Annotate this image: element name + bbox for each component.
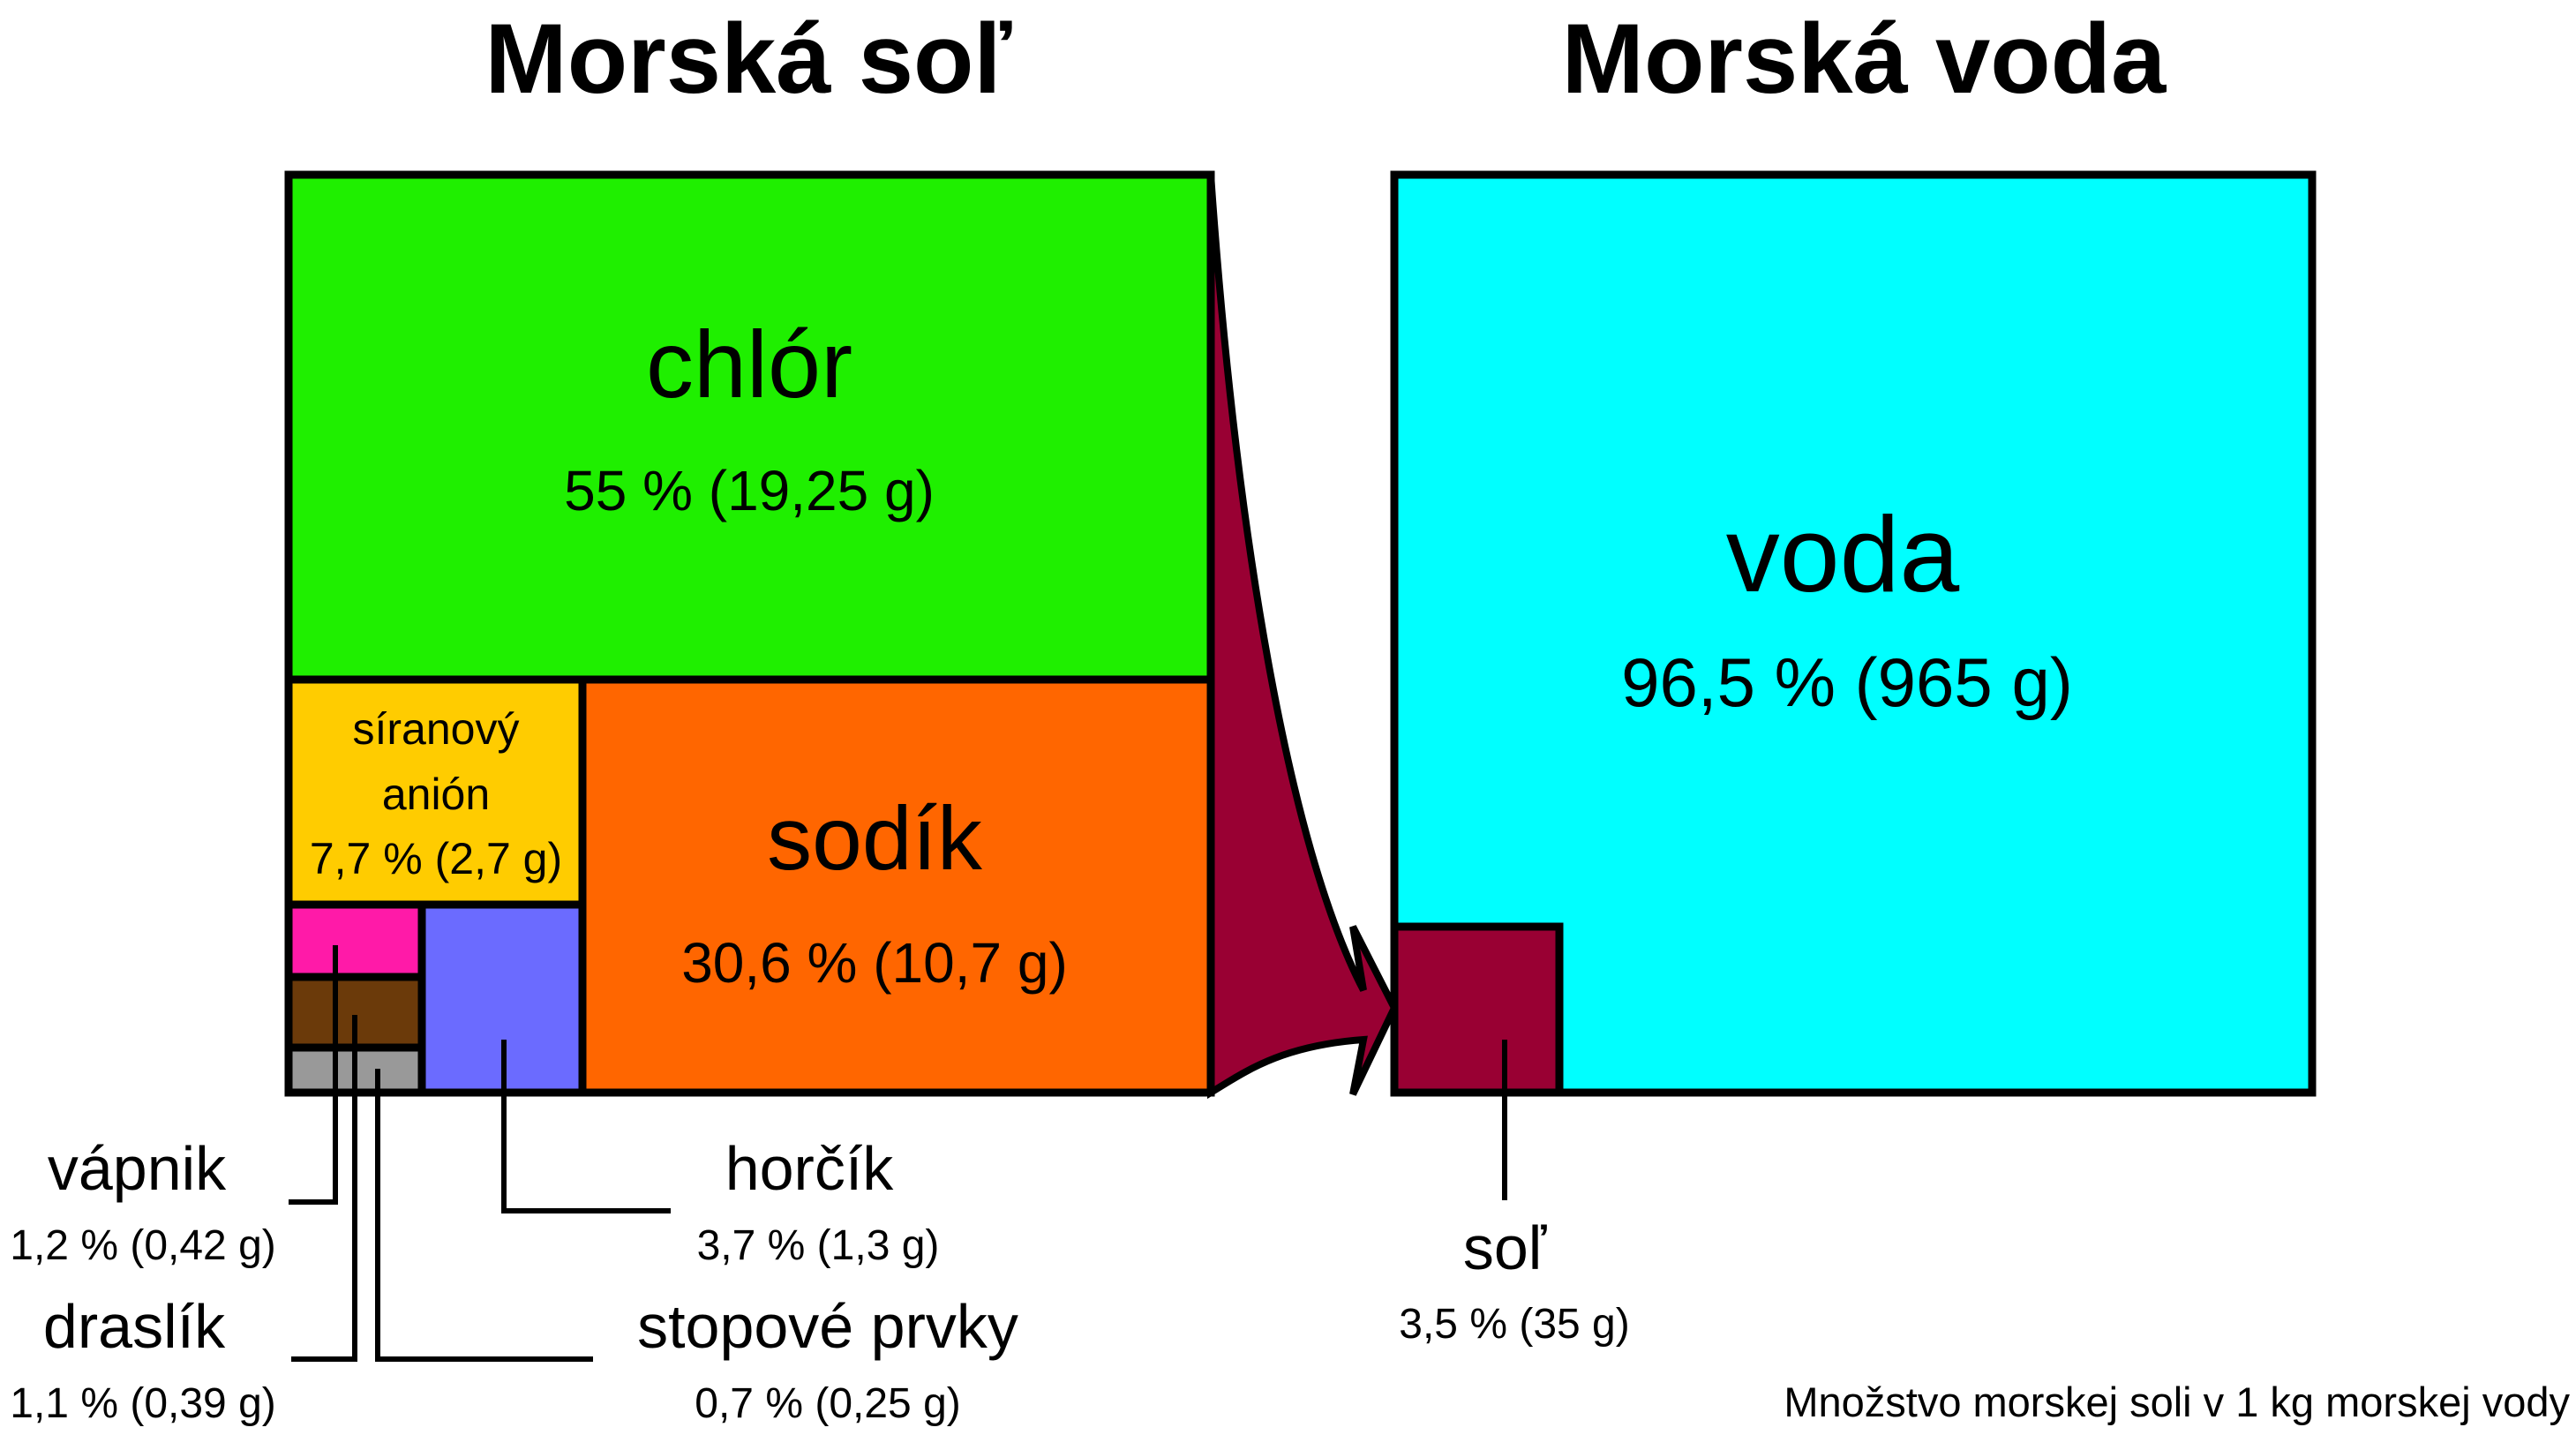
label-chlor-value: 55 % (19,25 g)	[564, 459, 935, 522]
label-siran-name-line1: síranový	[353, 704, 520, 754]
sea-water-square	[1390, 170, 2317, 1097]
tile-siran	[284, 675, 587, 909]
tile-sol	[1390, 922, 1564, 1097]
label-draslik-value: 1,1 % (0,39 g)	[10, 1380, 276, 1427]
label-chlor-name: chlór	[646, 311, 852, 417]
title-sea-water: Morská voda	[1562, 4, 2167, 114]
label-sodik-value: 30,6 % (10,7 g)	[681, 931, 1068, 995]
label-draslik-name: draslík	[43, 1292, 226, 1361]
leader-line-vapnik	[289, 945, 338, 1205]
leader-lines	[289, 945, 1507, 1362]
tile-vapnik	[284, 900, 426, 981]
label-sol-name: soľ	[1463, 1213, 1548, 1282]
label-vapnik-name: vápnik	[48, 1134, 227, 1203]
label-sodik-name: sodík	[767, 788, 983, 889]
caption: Množstvo morskej soli v 1 kg morskej vod…	[1784, 1379, 2570, 1425]
leader-line-draslik	[291, 1015, 357, 1362]
label-siran-value: 7,7 % (2,7 g)	[310, 834, 562, 883]
leader-line-horcik	[501, 1040, 671, 1213]
label-horcik-value: 3,7 % (1,3 g)	[697, 1222, 940, 1269]
label-horcik-name: horčík	[725, 1134, 895, 1203]
label-voda-name: voda	[1726, 494, 1960, 614]
title-sea-salt: Morská soľ	[484, 4, 1012, 114]
label-stopove-name: stopové prvky	[637, 1292, 1018, 1361]
label-siran-name-line2: anión	[382, 770, 490, 819]
label-stopove-value: 0,7 % (0,25 g)	[695, 1380, 961, 1427]
label-vapnik-value: 1,2 % (0,42 g)	[10, 1222, 276, 1269]
label-sol-value: 3,5 % (35 g)	[1399, 1301, 1629, 1348]
tile-chlor	[284, 170, 1215, 684]
tile-sodik	[578, 675, 1215, 1097]
leader-line-stopove	[375, 1069, 593, 1362]
label-voda-value: 96,5 % (965 g)	[1621, 643, 2073, 721]
flow-arrow	[1207, 174, 1399, 1100]
